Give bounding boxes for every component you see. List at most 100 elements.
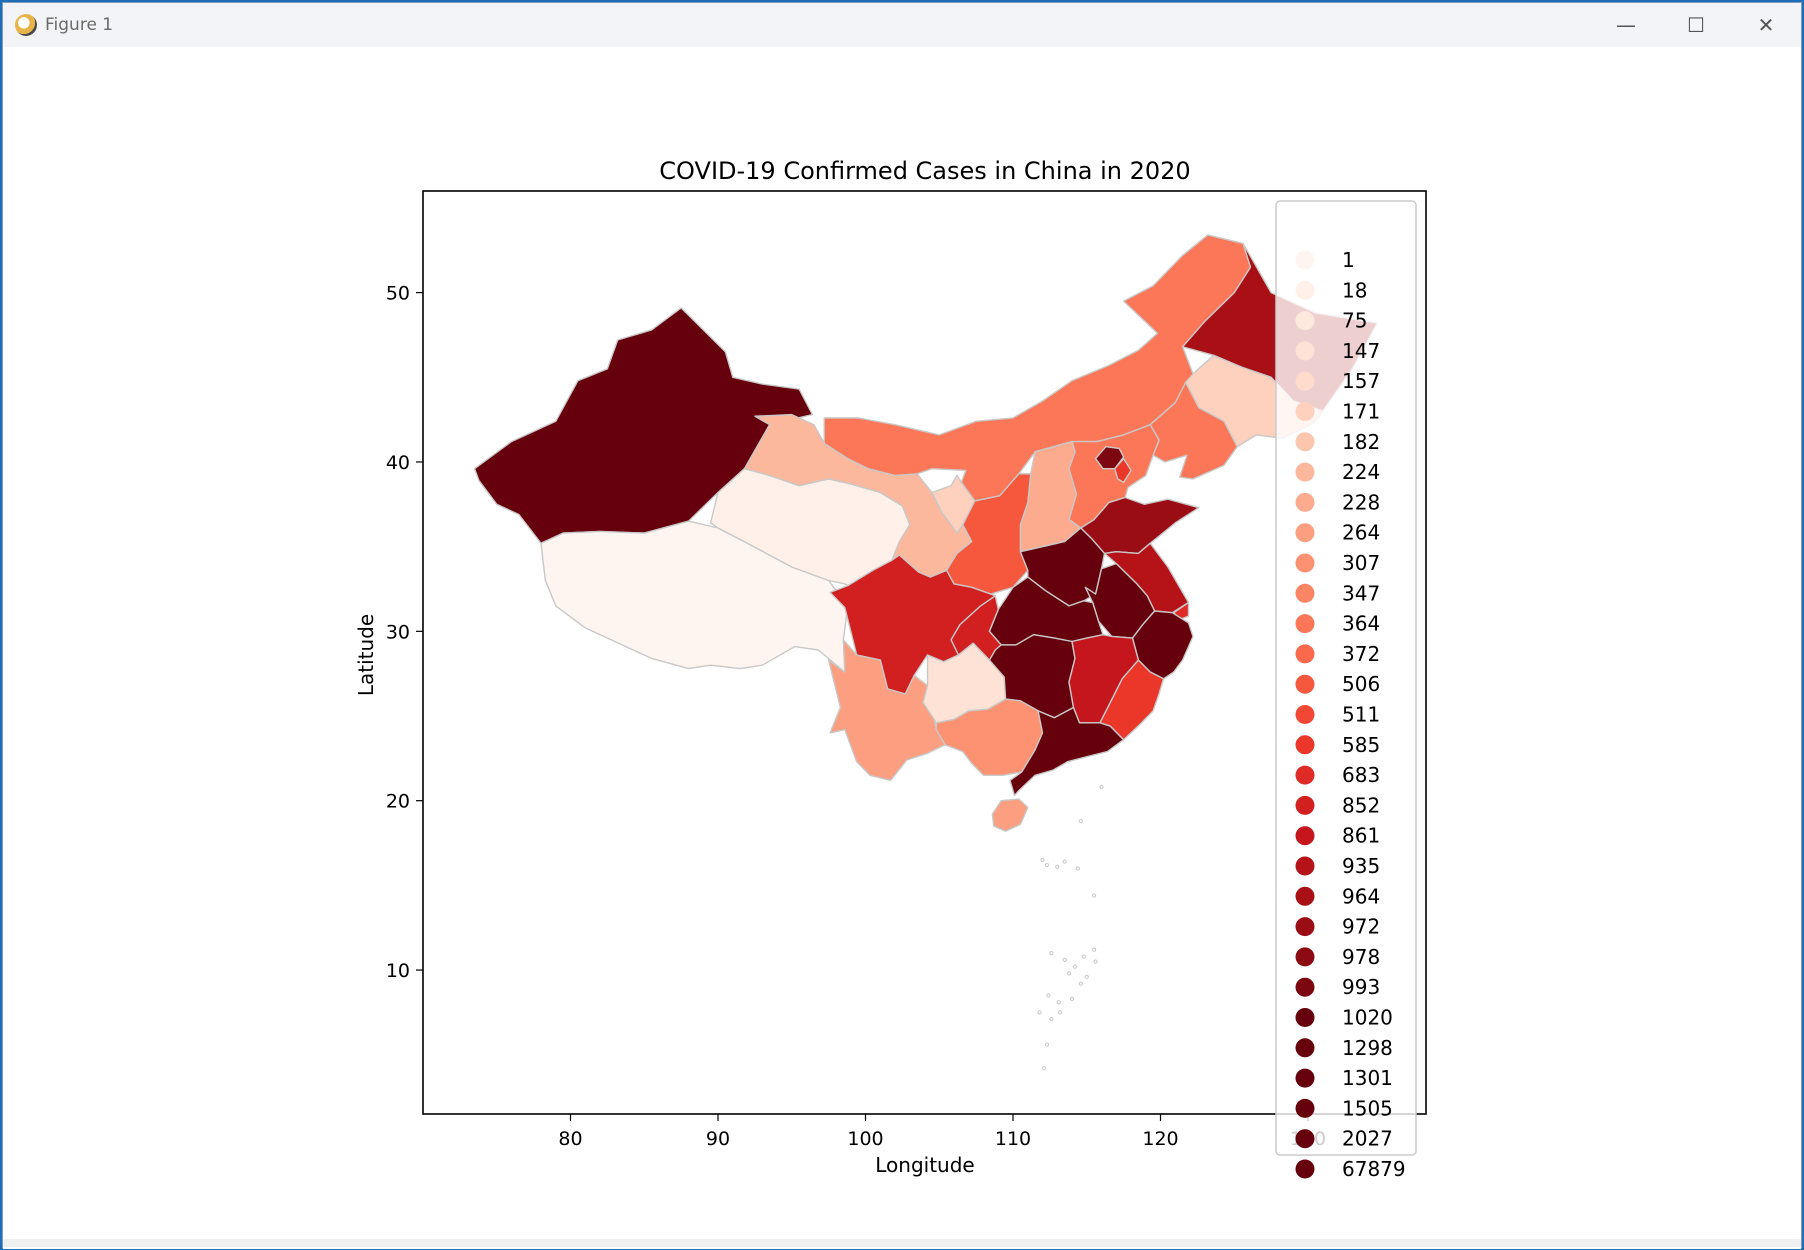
legend-label: 1020 xyxy=(1342,1006,1393,1030)
island-mark xyxy=(1046,993,1051,998)
y-tick-label: 30 xyxy=(386,621,410,643)
legend-marker xyxy=(1295,947,1315,967)
legend-marker xyxy=(1295,1159,1315,1179)
legend-label: 228 xyxy=(1342,490,1380,514)
legend-label: 171 xyxy=(1342,400,1380,424)
legend: 1 18 75 147 157 171 182 224 228 264 307 347 364 372 50… xyxy=(1275,200,1417,1181)
island-mark xyxy=(1084,974,1089,979)
legend-label: 264 xyxy=(1342,521,1380,545)
legend-label: 861 xyxy=(1342,824,1380,848)
legend-label: 75 xyxy=(1342,309,1367,333)
legend-label: 347 xyxy=(1342,581,1380,605)
legend-marker xyxy=(1295,462,1315,482)
status-bar xyxy=(3,1239,1801,1247)
window-title: Figure 1 xyxy=(45,15,114,35)
island-mark xyxy=(1044,862,1050,868)
island-mark xyxy=(1069,996,1075,1001)
legend-marker xyxy=(1295,765,1315,785)
region-tibet xyxy=(540,520,849,673)
island-mark xyxy=(1092,947,1097,952)
minimize-button[interactable]: — xyxy=(1616,13,1636,37)
island-mark xyxy=(1072,964,1078,969)
island-mark xyxy=(1099,785,1104,790)
x-axis: 8090100110120130 xyxy=(558,1114,1326,1150)
legend-marker xyxy=(1295,402,1315,421)
island-mark xyxy=(1062,859,1067,864)
close-button[interactable]: ✕ xyxy=(1757,13,1775,37)
x-tick-label: 110 xyxy=(995,1128,1031,1150)
legend-marker xyxy=(1295,795,1315,815)
x-tick-label: 90 xyxy=(706,1128,730,1150)
legend-marker xyxy=(1295,1008,1315,1027)
x-axis-label: Longitude xyxy=(875,1153,974,1177)
region-ningxia xyxy=(931,474,976,534)
legend-label: 1301 xyxy=(1342,1066,1393,1090)
legend-label: 67879 xyxy=(1342,1157,1406,1181)
legend-label: 364 xyxy=(1342,612,1380,636)
legend-label: 585 xyxy=(1342,733,1380,757)
legend-marker xyxy=(1295,917,1315,937)
y-tick-label: 10 xyxy=(386,960,410,982)
island-mark xyxy=(1056,1000,1061,1005)
x-tick-label: 80 xyxy=(558,1128,582,1150)
island-mark xyxy=(1066,971,1072,976)
legend-marker xyxy=(1295,644,1315,664)
y-tick-label: 50 xyxy=(386,283,410,305)
legend-marker xyxy=(1295,553,1315,573)
y-tick-label: 40 xyxy=(386,452,410,474)
legend-label: 307 xyxy=(1342,551,1380,575)
figure-svg: COVID-19 Confirmed Cases in China in 202… xyxy=(354,157,1427,1181)
legend-marker xyxy=(1295,432,1315,452)
island-mark xyxy=(1049,1017,1054,1022)
legend-marker xyxy=(1295,856,1315,876)
legend-label: 935 xyxy=(1342,854,1380,878)
island-mark xyxy=(1037,1010,1042,1015)
legend-marker xyxy=(1295,674,1315,694)
legend-marker xyxy=(1295,1068,1315,1088)
legend-marker xyxy=(1295,614,1315,634)
legend-marker xyxy=(1295,371,1315,391)
legend-marker xyxy=(1295,1129,1315,1149)
legend-label: 1298 xyxy=(1342,1036,1393,1060)
region-guangdong xyxy=(1009,706,1125,797)
y-axis-label: Latitude xyxy=(354,614,378,696)
island-mark xyxy=(1040,857,1045,863)
island-mark xyxy=(1093,959,1098,964)
island-mark xyxy=(1078,818,1083,824)
legend-label: 506 xyxy=(1342,672,1380,696)
legend-marker xyxy=(1295,977,1315,997)
legend-label: 972 xyxy=(1342,915,1380,939)
legend-label: 683 xyxy=(1342,763,1380,787)
region-hainan xyxy=(991,798,1029,832)
legend-label: 2027 xyxy=(1342,1127,1393,1151)
legend-marker xyxy=(1295,1098,1315,1118)
region-beijing xyxy=(1094,446,1125,470)
island-mark xyxy=(1075,866,1081,871)
island-mark xyxy=(1092,893,1097,898)
legend-label: 852 xyxy=(1342,793,1380,817)
legend-marker xyxy=(1295,250,1315,270)
legend-label: 511 xyxy=(1342,703,1380,727)
island-mark xyxy=(1078,981,1083,986)
title-bar: Figure 1 — ☐ ✕ xyxy=(3,3,1801,47)
x-tick-label: 120 xyxy=(1142,1128,1178,1150)
legend-label: 224 xyxy=(1342,460,1380,484)
legend-label: 182 xyxy=(1342,430,1380,454)
legend-marker xyxy=(1295,341,1315,361)
legend-label: 372 xyxy=(1342,642,1380,666)
island-mark xyxy=(1044,1042,1050,1047)
legend-label: 157 xyxy=(1342,369,1380,393)
maximize-button[interactable]: ☐ xyxy=(1687,13,1705,37)
island-mark xyxy=(1058,1010,1063,1015)
legend-label: 964 xyxy=(1342,884,1380,908)
legend-marker xyxy=(1295,492,1315,512)
x-tick-label: 100 xyxy=(847,1128,883,1150)
figure-canvas[interactable]: COVID-19 Confirmed Cases in China in 202… xyxy=(3,47,1801,1249)
legend-marker xyxy=(1295,705,1315,724)
chart-title: COVID-19 Confirmed Cases in China in 202… xyxy=(659,157,1190,185)
legend-marker xyxy=(1295,583,1315,603)
island-mark xyxy=(1062,957,1067,962)
legend-label: 1 xyxy=(1342,248,1355,272)
island-mark xyxy=(1041,1066,1047,1071)
